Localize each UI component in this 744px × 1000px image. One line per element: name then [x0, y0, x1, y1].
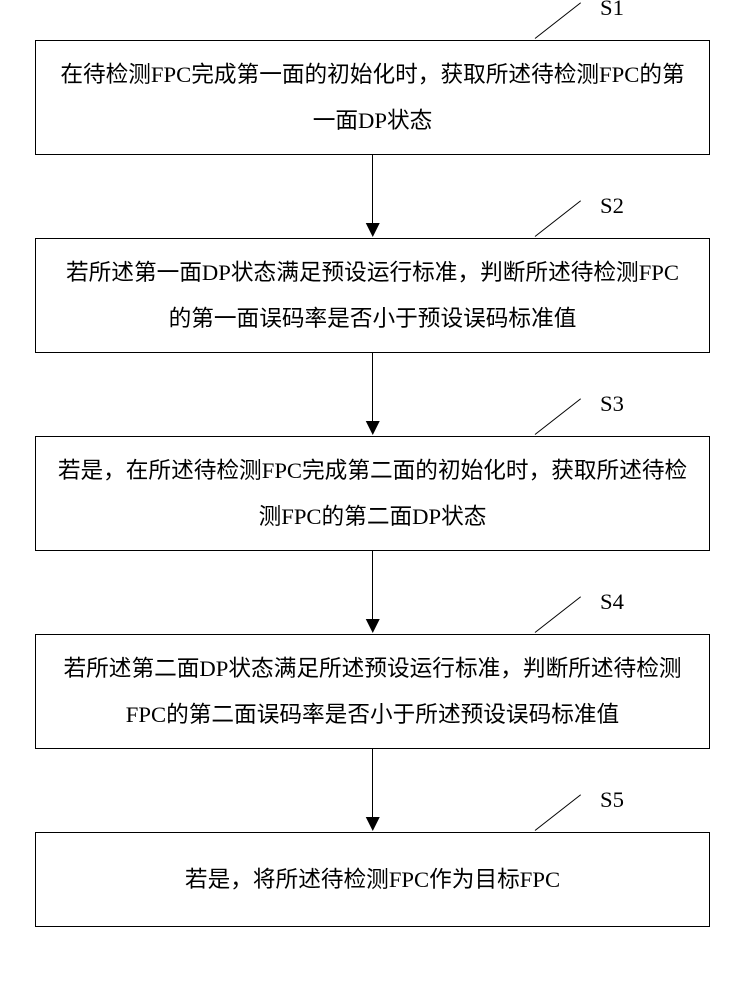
- step-box-s4: 若所述第二面DP状态满足所述预设运行标准，判断所述待检测FPC的第二面误码率是否…: [35, 634, 710, 749]
- step-label-s2: S2: [600, 193, 624, 219]
- arrow-shaft-3: [372, 551, 373, 619]
- arrow-head-2: [366, 421, 380, 435]
- label-connector-s1: [535, 2, 581, 38]
- step-label-s5: S5: [600, 787, 624, 813]
- step-box-s1: 在待检测FPC完成第一面的初始化时，获取所述待检测FPC的第一面DP状态: [35, 40, 710, 155]
- label-connector-s3: [535, 398, 581, 434]
- step-label-s1: S1: [600, 0, 624, 21]
- step-text: 若是，将所述待检测FPC作为目标FPC: [185, 857, 560, 902]
- step-text: 若所述第二面DP状态满足所述预设运行标准，判断所述待检测FPC的第二面误码率是否…: [56, 646, 689, 737]
- label-connector-s2: [535, 200, 581, 236]
- arrow-shaft-4: [372, 749, 373, 817]
- step-text: 若所述第一面DP状态满足预设运行标准，判断所述待检测FPC的第一面误码率是否小于…: [56, 250, 689, 341]
- step-text: 在待检测FPC完成第一面的初始化时，获取所述待检测FPC的第一面DP状态: [56, 52, 689, 143]
- arrow-shaft-1: [372, 155, 373, 223]
- arrow-head-1: [366, 223, 380, 237]
- step-box-s5: 若是，将所述待检测FPC作为目标FPC: [35, 832, 710, 927]
- flowchart-container: 在待检测FPC完成第一面的初始化时，获取所述待检测FPC的第一面DP状态 S1 …: [0, 0, 744, 1000]
- step-box-s3: 若是，在所述待检测FPC完成第二面的初始化时，获取所述待检测FPC的第二面DP状…: [35, 436, 710, 551]
- label-connector-s4: [535, 596, 581, 632]
- arrow-head-3: [366, 619, 380, 633]
- arrow-shaft-2: [372, 353, 373, 421]
- step-text: 若是，在所述待检测FPC完成第二面的初始化时，获取所述待检测FPC的第二面DP状…: [56, 448, 689, 539]
- arrow-head-4: [366, 817, 380, 831]
- label-connector-s5: [535, 794, 581, 830]
- step-label-s4: S4: [600, 589, 624, 615]
- step-label-s3: S3: [600, 391, 624, 417]
- step-box-s2: 若所述第一面DP状态满足预设运行标准，判断所述待检测FPC的第一面误码率是否小于…: [35, 238, 710, 353]
